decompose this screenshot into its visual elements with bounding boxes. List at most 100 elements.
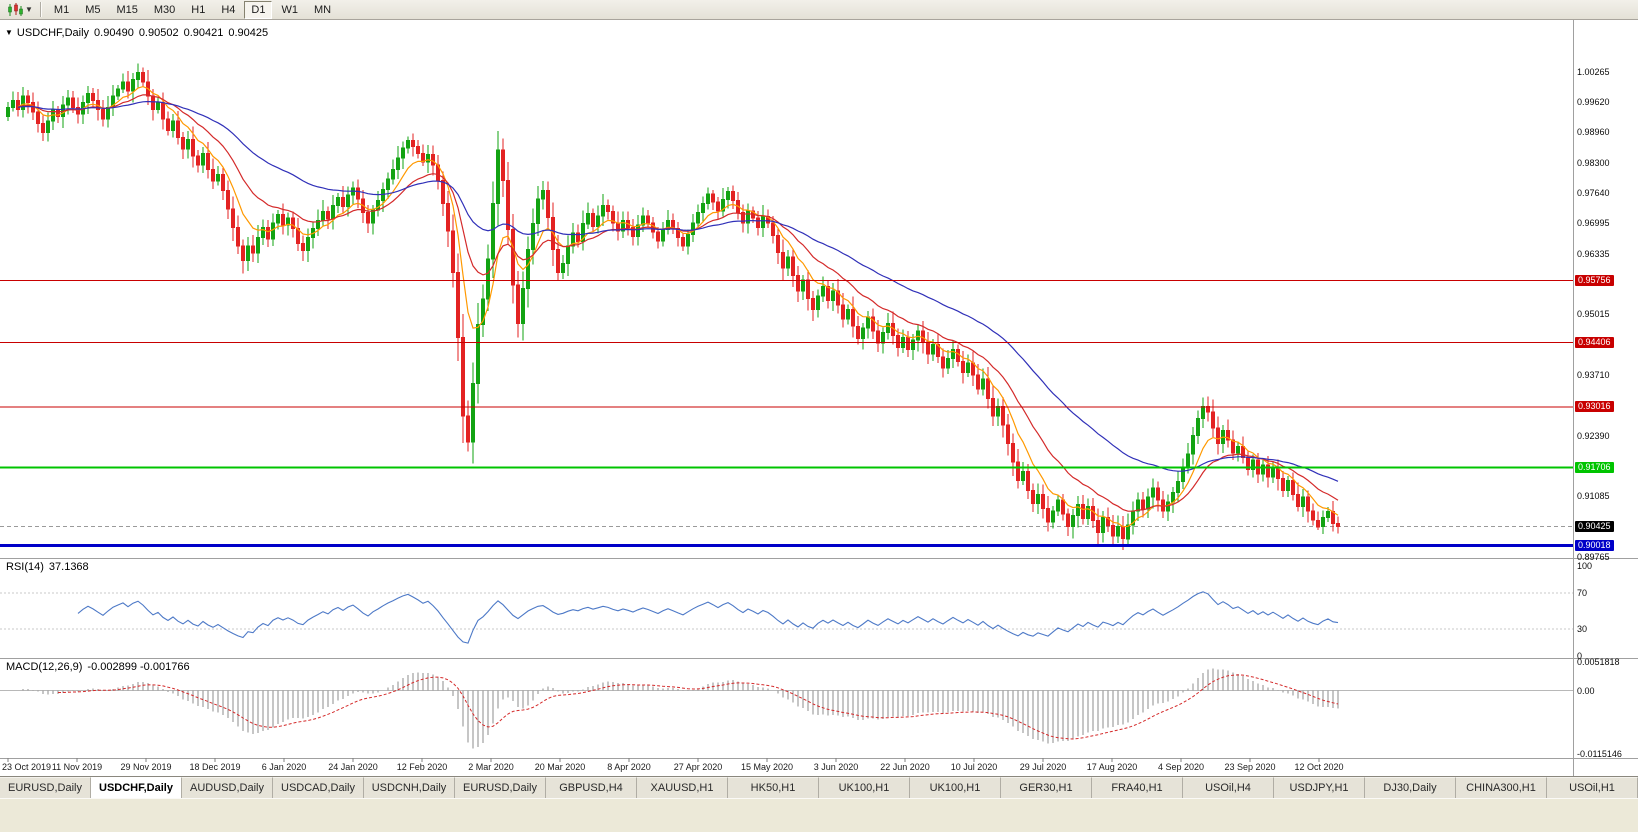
chart-tab-USDCHF-Daily[interactable]: USDCHF,Daily	[91, 777, 182, 798]
candle-body	[41, 123, 45, 134]
chart-tab-EURUSD-Daily[interactable]: EURUSD,Daily	[455, 777, 546, 798]
timeframe-button-M5[interactable]: M5	[85, 3, 101, 16]
candle-body	[1016, 461, 1020, 482]
candle-body	[1021, 470, 1025, 481]
toolbar-separator	[39, 2, 42, 17]
level-price-label[interactable]: 0.93016	[1575, 401, 1614, 413]
date-tick-label: 12 Feb 2020	[396, 762, 448, 772]
date-tick-label: 27 Apr 2020	[673, 762, 723, 772]
candle-body	[1201, 406, 1205, 420]
candle-body	[861, 327, 865, 339]
symbol-period-label: USDCHF,Daily	[16, 27, 90, 39]
candle-body	[1251, 459, 1255, 470]
chart-tab-CHINA300-H1[interactable]: CHINA300,H1	[1456, 777, 1547, 798]
candle-body	[231, 208, 235, 228]
chart-tab-USDCNH-Daily[interactable]: USDCNH,Daily	[364, 777, 455, 798]
chart-tab-USOil-H4[interactable]: USOil,H4	[1183, 777, 1274, 798]
chart-tab-UK100-H1[interactable]: UK100,H1	[819, 777, 910, 798]
candle-body	[791, 256, 795, 276]
candle-body	[1106, 517, 1110, 526]
expand-triangle-icon[interactable]: ▼	[5, 28, 13, 37]
chart-tab-XAUUSD-H1[interactable]: XAUUSD,H1	[637, 777, 728, 798]
candle-body	[171, 120, 175, 131]
candle-body	[876, 330, 880, 344]
candle-body	[306, 237, 310, 252]
timeframe-button-W1[interactable]: W1	[281, 3, 298, 16]
candle-body	[851, 309, 855, 327]
candle-body	[466, 415, 470, 443]
candle-body	[116, 88, 120, 97]
candle-body	[801, 279, 805, 292]
level-price-label[interactable]: 0.91706	[1575, 461, 1614, 473]
panel-splitter-rsi-macd[interactable]	[0, 657, 1638, 660]
chart-tab-bar: EURUSD,Daily USDCHF,Daily AUDUSD,Daily USDC…	[0, 776, 1638, 798]
chart-tab-FRA40-H1[interactable]: FRA40,H1	[1092, 777, 1183, 798]
candle-body	[386, 178, 390, 190]
macd-indicator-label: MACD(12,26,9) -0.002899 -0.001766	[6, 661, 190, 673]
level-price-label[interactable]: 0.90018	[1575, 539, 1614, 551]
macd-signal-line	[58, 674, 1339, 740]
candle-body	[716, 201, 720, 212]
timeframe-button-D1[interactable]: D1	[244, 0, 273, 19]
chart-tab-EURUSD-Daily[interactable]: EURUSD,Daily	[0, 777, 91, 798]
timeframe-button-M30[interactable]: M30	[153, 3, 176, 16]
candle-body	[246, 245, 250, 262]
candle-body	[881, 332, 885, 344]
candle-body	[326, 210, 330, 220]
chart-tab-HK50-H1[interactable]: HK50,H1	[728, 777, 819, 798]
rsi-tick-label: 70	[1577, 588, 1588, 598]
timeframe-button-M1[interactable]: M1	[53, 3, 70, 16]
candle-body	[681, 237, 685, 247]
candle-body	[1306, 496, 1310, 512]
timeframe-button-MN[interactable]: MN	[313, 3, 332, 16]
candle-body	[191, 139, 195, 157]
candle-body	[1196, 418, 1200, 436]
level-price-label[interactable]: 0.95756	[1575, 274, 1614, 286]
moving-average-line-18	[17, 94, 1339, 512]
chart-tab-USDCAD-Daily[interactable]: USDCAD,Daily	[273, 777, 364, 798]
price-tick-label: 0.95015	[1577, 309, 1610, 320]
candle-body	[1006, 424, 1010, 445]
candle-body	[1091, 505, 1095, 521]
candle-body	[241, 245, 245, 262]
date-tick-label: 4 Sep 2020	[1157, 762, 1205, 772]
chart-tab-AUDUSD-Daily[interactable]: AUDUSD,Daily	[182, 777, 273, 798]
candle-body	[1061, 499, 1065, 515]
candle-body	[771, 222, 775, 237]
chart-tab-GER30-H1[interactable]: GER30,H1	[1001, 777, 1092, 798]
timeframe-button-H1[interactable]: H1	[191, 3, 206, 16]
candle-body	[826, 286, 830, 302]
candle-body	[706, 193, 710, 204]
panel-splitter-main-rsi[interactable]	[0, 557, 1638, 560]
candle-body	[211, 169, 215, 182]
chart-area[interactable]: ▼ USDCHF,Daily 0.90490 0.90502 0.90421 0.9042…	[0, 20, 1638, 776]
candle-body	[546, 190, 550, 218]
candle-body	[401, 147, 405, 159]
level-price-label[interactable]: 0.94406	[1575, 337, 1614, 349]
candle-body	[776, 235, 780, 253]
chart-tab-DJ30-Daily[interactable]: DJ30,Daily	[1365, 777, 1456, 798]
current-price-label: 0.90425	[1575, 520, 1614, 532]
date-tick-label: 3 Jun 2020	[813, 762, 859, 772]
candle-body	[1066, 513, 1070, 528]
chart-type-dropdown-button[interactable]: ▼	[4, 2, 36, 18]
candle-body	[646, 215, 650, 224]
candle-body	[1211, 411, 1215, 429]
candle-body	[931, 344, 935, 355]
timeframe-button-H4[interactable]: H4	[221, 3, 236, 16]
candle-body	[856, 325, 860, 339]
candle-body	[1301, 496, 1305, 507]
price-chart-canvas[interactable]	[0, 20, 1638, 776]
candle-body	[831, 290, 835, 301]
timeframe-button-M15[interactable]: M15	[116, 3, 138, 16]
dropdown-arrow-icon: ▼	[25, 4, 33, 14]
chart-tab-UK100-H1[interactable]: UK100,H1	[910, 777, 1001, 798]
candle-body	[36, 111, 40, 124]
chart-tab-USDJPY-H1[interactable]: USDJPY,H1	[1274, 777, 1365, 798]
candle-body	[1116, 526, 1120, 537]
candle-body	[606, 204, 610, 212]
candle-body	[906, 336, 910, 350]
candle-body	[26, 95, 30, 104]
chart-tab-GBPUSD-H4[interactable]: GBPUSD,H4	[546, 777, 637, 798]
chart-tab-USOil-H1[interactable]: USOil,H1	[1547, 777, 1638, 798]
